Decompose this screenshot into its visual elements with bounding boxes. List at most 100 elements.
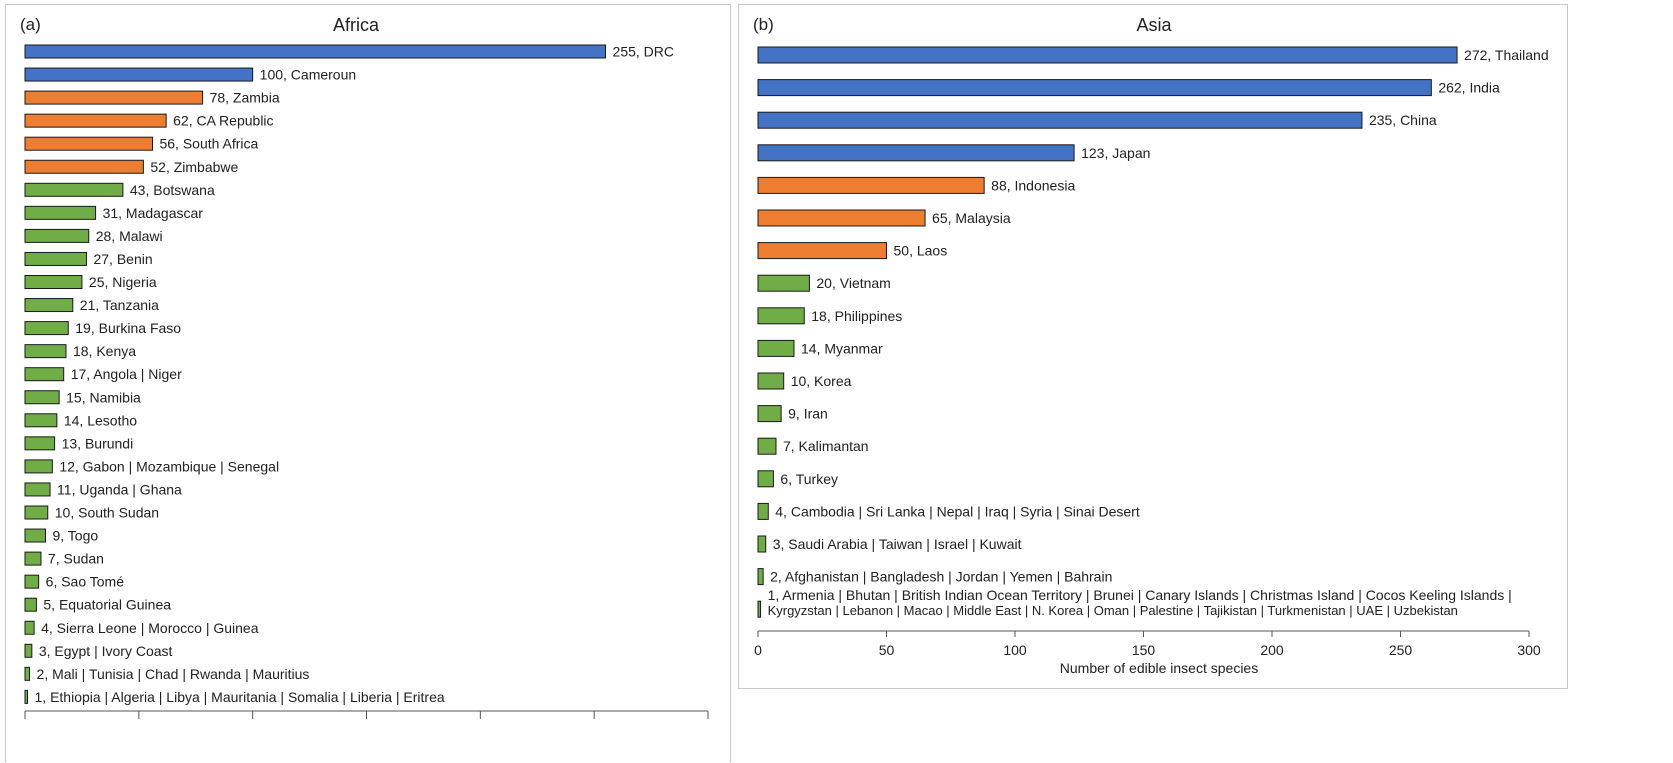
bar-label: 2, Afghanistan | Bangladesh | Jordan | Y…	[770, 569, 1112, 585]
bar	[24, 205, 97, 220]
bar	[24, 413, 58, 428]
x-tick-label: 100	[1003, 642, 1027, 658]
bar	[757, 307, 805, 325]
africa-chart-title: Africa	[332, 15, 379, 35]
bar-label: 123, Japan	[1081, 145, 1150, 161]
bar-label: 255, DRC	[613, 44, 674, 60]
bar-label: 10, South Sudan	[55, 505, 159, 521]
panel-label-a: (a)	[20, 15, 41, 34]
bar-label: 62, CA Republic	[173, 113, 273, 129]
bar-label: 3, Egypt | Ivory Coast	[39, 643, 173, 659]
bar-label: 13, Burundi	[62, 435, 134, 451]
africa-chart: 255, DRC 100, Cameroun 78, Zambia 62, CA Re…	[24, 44, 709, 719]
x-tick-label: 150	[1132, 642, 1156, 658]
bar-label: 65, Malaysia	[932, 210, 1011, 226]
bar-label: 15, Namibia	[66, 389, 141, 405]
bar	[24, 67, 254, 82]
bar	[757, 339, 795, 357]
x-tick-label: 50	[879, 642, 895, 658]
bar	[24, 344, 67, 359]
bar-label: 18, Kenya	[73, 343, 136, 359]
bar	[24, 482, 51, 497]
bar-label: 88, Indonesia	[991, 177, 1075, 193]
bar	[757, 568, 764, 586]
bar-label: 9, Togo	[52, 528, 98, 544]
bar	[24, 390, 60, 405]
bar	[24, 574, 40, 589]
bar	[24, 298, 74, 313]
bar	[24, 113, 167, 128]
bar-label: 7, Kalimantan	[783, 438, 869, 454]
bar	[24, 228, 90, 243]
bar	[24, 182, 124, 197]
bar-label: 12, Gabon | Mozambique | Senegal	[59, 458, 279, 474]
bar	[24, 597, 37, 612]
bar	[24, 551, 42, 566]
bar	[757, 535, 767, 553]
bar-label: 18, Philippines	[811, 308, 902, 324]
bar	[24, 643, 33, 658]
africa-panel: (a) Africa 255, DRC 100, Cameroun 78, Zamb…	[5, 4, 731, 762]
bar	[24, 321, 69, 336]
bar-label: 235, China	[1369, 112, 1437, 128]
bar	[24, 44, 607, 59]
bar	[757, 144, 1075, 162]
bar-label: 50, Laos	[894, 243, 948, 259]
bar-label: 3, Saudi Arabia | Taiwan | Israel | Kuwa…	[773, 536, 1022, 552]
panel-label-b: (b)	[753, 15, 774, 34]
bar	[24, 436, 56, 451]
bar	[757, 79, 1432, 97]
bar-label: 4, Cambodia | Sri Lanka | Nepal | Iraq |…	[775, 503, 1140, 519]
bar-label: 52, Zimbabwe	[150, 159, 238, 175]
bar	[24, 136, 153, 151]
bar-label: 6, Sao Tomé	[46, 574, 125, 590]
bar	[24, 251, 87, 266]
bar	[24, 275, 83, 289]
bar-label: 272, Thailand	[1464, 47, 1549, 63]
bar	[757, 405, 782, 423]
bar	[757, 111, 1363, 129]
asia-panel: (b) Asia 272, Thailand 262, India 235, Chi…	[738, 4, 1568, 689]
bar-label: 4, Sierra Leone | Morocco | Guinea	[41, 620, 259, 636]
bar-label-continued: Kyrgyzstan | Lebanon | Macao | Middle Ea…	[768, 603, 1458, 618]
bar	[757, 372, 785, 390]
x-tick-label: 250	[1389, 642, 1413, 658]
bar-label: 6, Turkey	[780, 471, 838, 487]
bar	[24, 528, 46, 543]
bar-label: 43, Botswana	[130, 182, 215, 198]
bar	[757, 600, 762, 618]
bar	[24, 505, 49, 520]
x-tick-label: 0	[754, 642, 762, 658]
x-tick-label: 200	[1260, 642, 1284, 658]
bar-label: 7, Sudan	[48, 551, 104, 567]
bar-label: 20, Vietnam	[816, 275, 890, 291]
bar-label: 1, Armenia | Bhutan | British Indian Oce…	[768, 587, 1512, 603]
bar-label: 21, Tanzania	[80, 297, 159, 313]
bar-label: 17, Angola | Niger	[71, 366, 182, 382]
bar-label: 100, Cameroun	[260, 67, 357, 83]
bar	[24, 159, 144, 174]
bar	[757, 209, 926, 227]
bar	[757, 437, 777, 455]
bar-label: 31, Madagascar	[103, 205, 204, 221]
bar-label: 27, Benin	[93, 251, 152, 267]
bar-label: 28, Malawi	[96, 228, 163, 244]
bar-label: 1, Ethiopia | Algeria | Libya | Mauritan…	[35, 689, 445, 705]
bar	[757, 176, 985, 194]
x-axis-label: Number of edible insect species	[1059, 660, 1259, 676]
bar	[24, 689, 28, 704]
bar	[24, 620, 35, 635]
bar-label: 56, South Africa	[159, 136, 258, 152]
bar-label: 2, Mali | Tunisia | Chad | Rwanda | Maur…	[37, 666, 310, 682]
bar	[24, 666, 31, 681]
bar-label: 262, India	[1438, 80, 1500, 96]
bar-label: 14, Lesotho	[64, 412, 137, 428]
bar-label: 9, Iran	[788, 406, 828, 422]
bar-label: 25, Nigeria	[89, 274, 157, 290]
bar	[757, 502, 769, 520]
asia-chart-title: Asia	[1136, 15, 1172, 35]
bar-label: 19, Burkina Faso	[75, 320, 181, 336]
bar-label: 11, Uganda | Ghana	[57, 481, 182, 497]
bar-label: 78, Zambia	[210, 90, 280, 106]
bar	[757, 46, 1458, 64]
